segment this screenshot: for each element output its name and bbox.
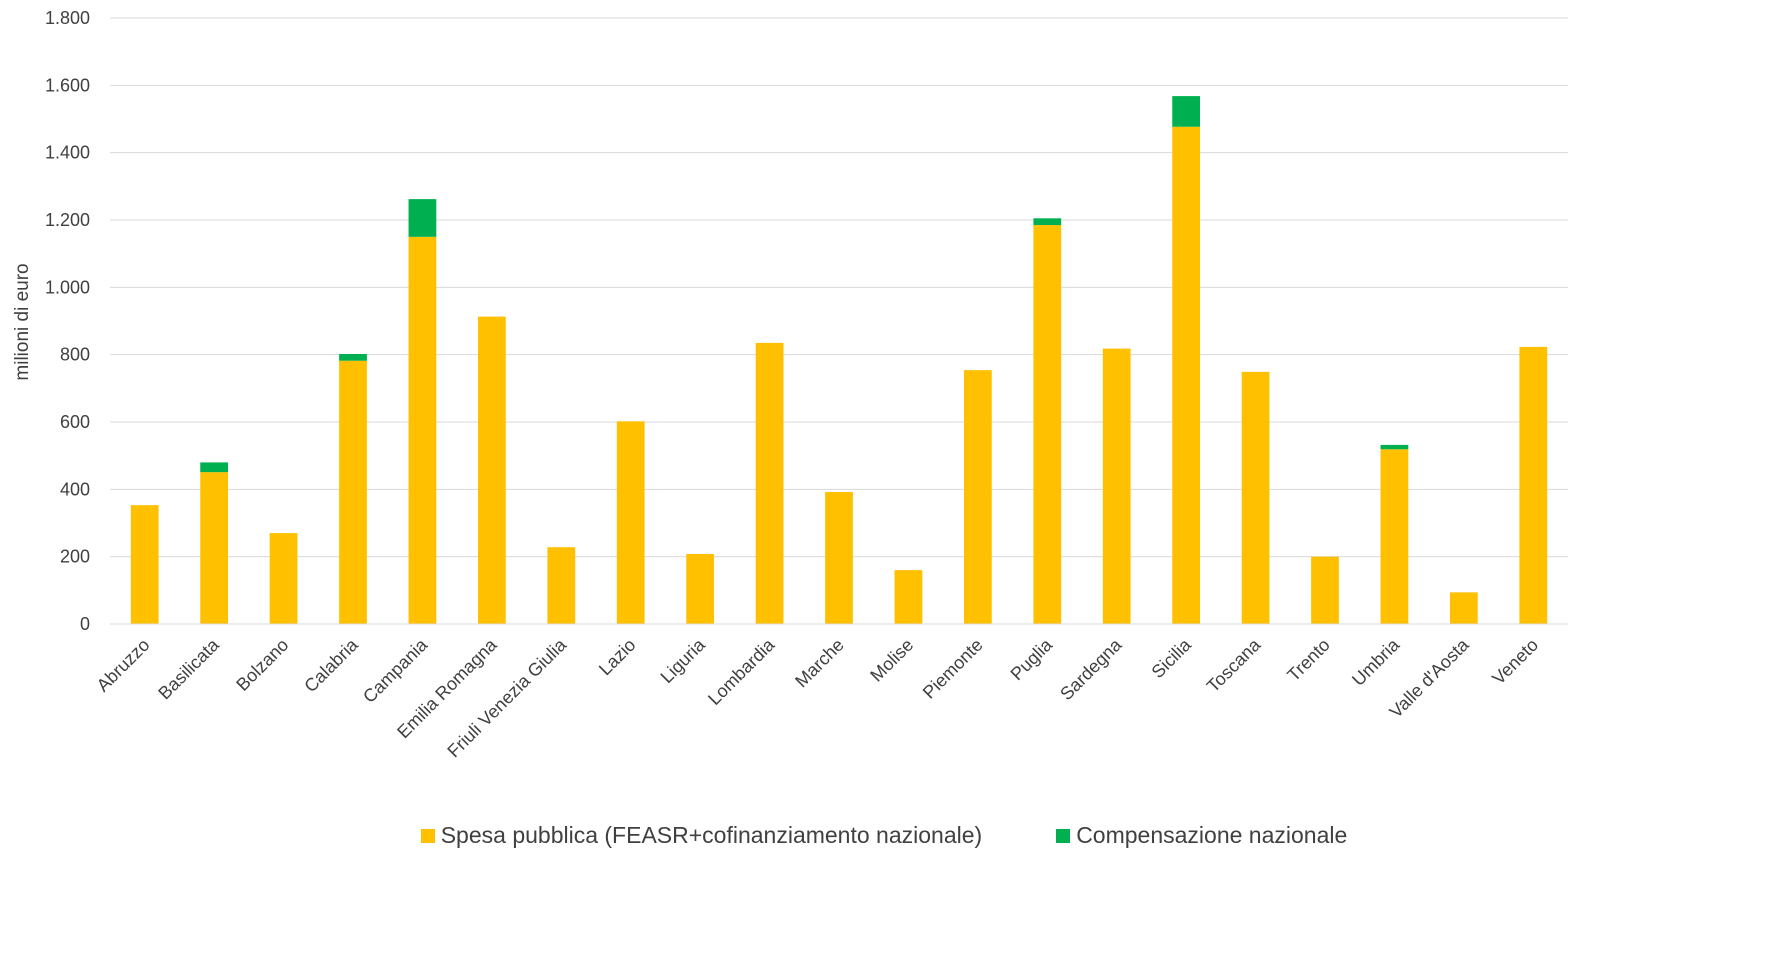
x-tick-label: Basilicata — [154, 634, 223, 703]
legend-label-spesa-pubblica: Spesa pubblica (FEASR+cofinanziamento na… — [440, 822, 983, 848]
y-tick-label: 0 — [80, 614, 90, 634]
bar-spesa-pubblica-molise — [894, 570, 923, 624]
x-tick-label: Toscana — [1203, 634, 1265, 696]
y-tick-label: 1.800 — [45, 8, 90, 28]
x-tick-label: Sardegna — [1056, 634, 1126, 704]
x-tick-label: Umbria — [1348, 634, 1404, 690]
bar-spesa-pubblica-marche — [825, 492, 853, 624]
legend: Spesa pubblica (FEASR+cofinanziamento na… — [0, 822, 1768, 849]
legend-swatch-spesa-pubblica — [420, 828, 435, 843]
y-axis-title: milioni di euro — [12, 263, 33, 380]
y-tick-label: 1.600 — [45, 75, 90, 95]
y-tick-label: 1.000 — [45, 277, 90, 297]
x-tick-label: Piemonte — [919, 635, 987, 703]
x-tick-label: Trento — [1283, 635, 1333, 685]
x-tick-label: Molise — [866, 635, 917, 686]
bar-spesa-pubblica-emilia-romagna — [477, 316, 506, 624]
legend-label-compensazione: Compensazione nazionale — [1076, 822, 1348, 848]
bar-spesa-pubblica-bolzano — [269, 533, 298, 624]
bar-spesa-pubblica-liguria — [686, 553, 715, 624]
y-tick-label: 600 — [60, 412, 90, 432]
bar-spesa-pubblica-piemonte — [963, 370, 992, 624]
x-tick-label: Sicilia — [1148, 634, 1196, 682]
bar-spesa-pubblica-trento — [1311, 556, 1339, 624]
bar-compensazione-campania — [408, 199, 437, 237]
bar-spesa-pubblica-sicilia — [1172, 126, 1201, 624]
bar-compensazione-calabria — [339, 353, 367, 361]
y-tick-label: 200 — [60, 547, 90, 567]
bar-spesa-pubblica-sardegna — [1102, 348, 1131, 624]
x-tick-label: Calabria — [300, 634, 362, 696]
bar-spesa-pubblica-basilicata — [200, 472, 229, 624]
bar-spesa-pubblica-puglia — [1033, 225, 1062, 625]
bars — [130, 96, 1548, 625]
y-tick-label: 800 — [60, 345, 90, 365]
x-tick-label: Puglia — [1007, 634, 1057, 684]
legend-item-compensazione: Compensazione nazionale — [1056, 822, 1347, 849]
x-tick-label: Campania — [359, 634, 432, 707]
bar-spesa-pubblica-toscana — [1241, 371, 1270, 624]
bar-spesa-pubblica-umbria — [1380, 449, 1409, 624]
x-tick-label: Veneto — [1488, 635, 1542, 689]
bar-spesa-pubblica-calabria — [339, 360, 367, 624]
x-tick-label: Marche — [791, 635, 848, 692]
bar-compensazione-umbria — [1380, 444, 1409, 450]
x-tick-label: Friuli Venezia Giulia — [443, 634, 570, 761]
bar-compensazione-basilicata — [200, 462, 229, 473]
bar-spesa-pubblica-lazio — [616, 421, 645, 624]
x-tick-label: Liguria — [657, 634, 710, 687]
x-axis-ticks: Abruzzo Basilicata Bolzano CalabriaCampania… — [93, 634, 1542, 761]
y-tick-label: 1.400 — [45, 143, 90, 163]
x-tick-label: Abruzzo — [93, 635, 154, 696]
y-tick-label: 400 — [60, 479, 90, 499]
x-tick-label: Bolzano — [232, 635, 292, 695]
bar-spesa-pubblica-veneto — [1519, 346, 1548, 624]
bar-compensazione-sicilia — [1172, 96, 1201, 127]
bar-spesa-pubblica-campania — [408, 236, 437, 625]
legend-item-spesa-pubblica: Spesa pubblica (FEASR+cofinanziamento na… — [420, 822, 983, 849]
y-tick-label: 1.200 — [45, 210, 90, 230]
gridlines — [110, 17, 1568, 558]
legend-swatch-compensazione — [1056, 828, 1071, 843]
bar-spesa-pubblica-friuli-venezia-giulia — [547, 547, 576, 624]
bar-spesa-pubblica-lombardia — [755, 342, 784, 624]
bar-spesa-pubblica-abruzzo — [130, 505, 159, 624]
x-tick-label: Lazio — [595, 635, 640, 680]
y-axis-ticks: 0 200 400 600 800 1.000 1.200 1.400 1.600 1.800 — [45, 8, 90, 634]
x-tick-label: Lombardia — [704, 634, 779, 709]
bar-compensazione-puglia — [1033, 218, 1062, 226]
bar-spesa-pubblica-valle-d-aosta — [1449, 592, 1478, 624]
